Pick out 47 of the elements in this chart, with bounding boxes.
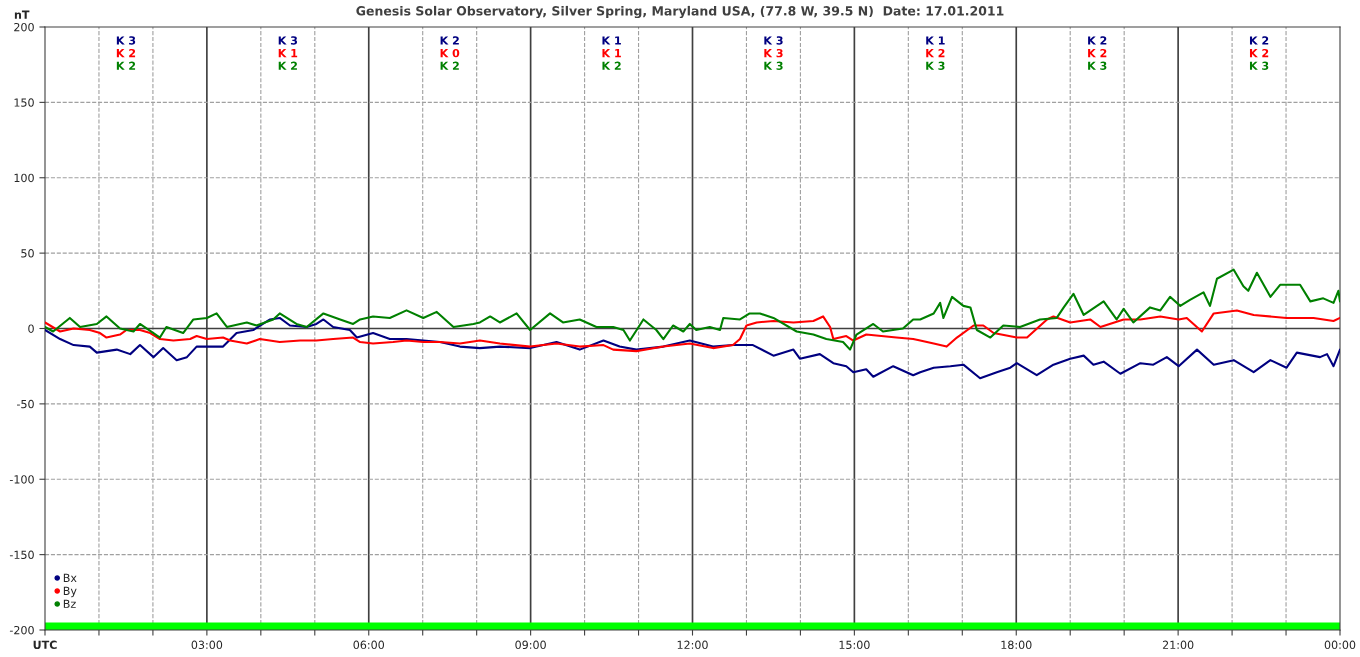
annotation: K 2 [116, 61, 136, 70]
legend-label: Bx [63, 573, 77, 582]
x-tick-label: 18:00 [1001, 640, 1032, 650]
x-tick-label: 06:00 [353, 640, 385, 650]
annotation: K 3 [764, 61, 783, 70]
annotation: K 2 [1088, 36, 1107, 45]
annotation: K 2 [440, 61, 459, 70]
x-tick-label: 03:00 [191, 640, 223, 650]
annotation: K 2 [1088, 48, 1107, 58]
y-tick-label: 100 [14, 173, 34, 183]
annotation: K 2 [602, 61, 621, 70]
y-tick-label: 150 [14, 98, 34, 107]
annotation: K 3 [278, 36, 298, 45]
annotation: K 3 [764, 36, 783, 45]
x-tick-label: 12:00 [677, 640, 708, 650]
annotation: K 3 [764, 48, 783, 58]
annotation: K 1 [602, 49, 621, 58]
annotation: K 2 [1249, 36, 1269, 45]
legend-label: Bz [63, 599, 76, 608]
y-tick-label: 200 [14, 22, 34, 32]
annotation: K 2 [1249, 48, 1269, 58]
annotation: K 2 [278, 61, 297, 70]
annotation: K 1 [926, 36, 945, 45]
y-tick-label: 50 [21, 249, 34, 258]
x-tick-label: 15:00 [839, 640, 870, 650]
y-tick-label: -50 [16, 399, 34, 409]
annotation: K 3 [1249, 61, 1269, 70]
annotation: K 1 [278, 49, 298, 58]
annotation: K 1 [602, 36, 621, 45]
annotation: K 3 [1088, 61, 1107, 70]
annotation: K 2 [116, 48, 136, 58]
annotation: K 2 [440, 36, 459, 45]
y-tick-label: -150 [9, 550, 34, 559]
annotation: K 0 [440, 48, 460, 58]
x-tick-label: 09:00 [515, 640, 546, 650]
x-tick-label: UTC [33, 640, 57, 650]
x-tick-label: 00:00 [1324, 640, 1356, 650]
y-tick-label: -100 [9, 475, 34, 484]
annotation: K 3 [116, 36, 136, 45]
x-tick-label: 21:00 [1162, 640, 1194, 650]
annotation: K 3 [926, 61, 945, 70]
y-tick-label: 0 [28, 324, 34, 333]
y-axis-title: nT [14, 10, 30, 19]
annotation: K 2 [926, 48, 945, 58]
y-tick-label: -200 [9, 625, 34, 635]
chart-title: Genesis Solar Observatory, Silver Spring, Maryland USA, (77.8 W, 39.5 N) Date: 17.01.2011 [356, 5, 1004, 19]
legend-label: By [63, 586, 77, 598]
